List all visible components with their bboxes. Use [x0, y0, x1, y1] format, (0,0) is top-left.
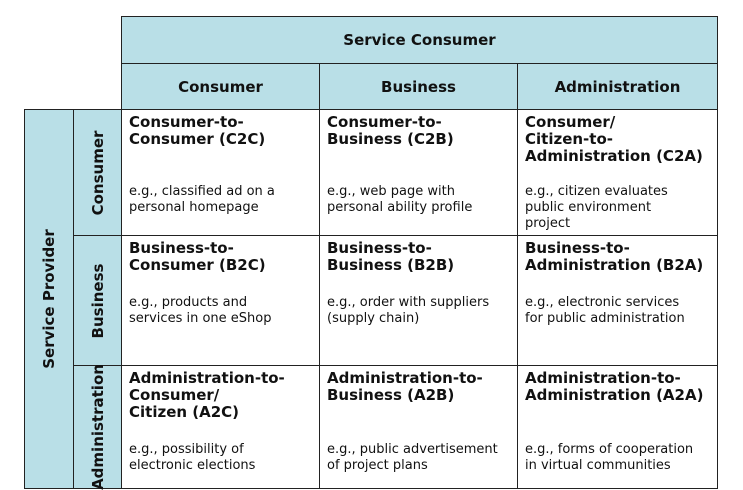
cell-example: e.g., possibility of electronic election… — [129, 442, 256, 473]
column-header-consumer: Consumer — [121, 63, 320, 110]
cell-example: e.g., classified ad on a personal homepa… — [129, 184, 275, 215]
row-label-administration: Administration — [88, 364, 107, 490]
row-label-cell-consumer: Consumer — [73, 109, 122, 236]
cell-example: e.g., electronic services for public adm… — [525, 295, 685, 326]
cell-title: Business-to- Consumer (B2C) — [129, 239, 266, 274]
cell-example: e.g., citizen evaluates public environme… — [525, 184, 668, 231]
row-label-consumer: Consumer — [88, 130, 107, 215]
service-provider-label: Service Provider — [40, 229, 58, 369]
cell-title: Consumer-to- Business (C2B) — [327, 113, 454, 148]
row-label-cell-administration: Administration — [73, 364, 122, 490]
column-header-business: Business — [319, 63, 518, 110]
cell-c2b: Consumer-to- Business (C2B) e.g., web pa… — [319, 109, 518, 236]
cell-c2c: Consumer-to- Consumer (C2C) e.g., classi… — [121, 109, 320, 236]
cell-b2c: Business-to- Consumer (B2C) e.g., produc… — [121, 235, 320, 366]
column-header-administration: Administration — [517, 63, 718, 110]
cell-title: Consumer-to- Consumer (C2C) — [129, 113, 266, 148]
cell-title: Business-to- Business (B2B) — [327, 239, 455, 274]
cell-b2a: Business-to- Administration (B2A) e.g., … — [517, 235, 718, 366]
cell-a2a: Administration-to- Administration (A2A) … — [517, 365, 718, 489]
service-provider-label-cell: Service Provider — [24, 109, 74, 489]
cell-example: e.g., order with suppliers (supply chain… — [327, 295, 490, 326]
cell-example: e.g., products and services in one eShop — [129, 295, 272, 326]
cell-title: Administration-to- Business (A2B) — [327, 369, 483, 404]
cell-title: Consumer/ Citizen-to- Administration (C2… — [525, 113, 703, 165]
cell-example: e.g., web page with personal ability pro… — [327, 184, 473, 215]
cell-title: Administration-to- Consumer/ Citizen (A2… — [129, 369, 285, 421]
cell-a2b: Administration-to- Business (A2B) e.g., … — [319, 365, 518, 489]
cell-c2a: Consumer/ Citizen-to- Administration (C2… — [517, 109, 718, 236]
cell-b2b: Business-to- Business (B2B) e.g., order … — [319, 235, 518, 366]
row-label-cell-business: Business — [73, 235, 122, 366]
cell-example: e.g., forms of cooperation in virtual co… — [525, 442, 694, 473]
service-consumer-header: Service Consumer — [121, 16, 718, 64]
cell-example: e.g., public advertisement of project pl… — [327, 442, 498, 473]
cell-title: Business-to- Administration (B2A) — [525, 239, 704, 274]
cell-a2c: Administration-to- Consumer/ Citizen (A2… — [121, 365, 320, 489]
row-label-business: Business — [88, 263, 107, 338]
cell-title: Administration-to- Administration (A2A) — [525, 369, 704, 404]
